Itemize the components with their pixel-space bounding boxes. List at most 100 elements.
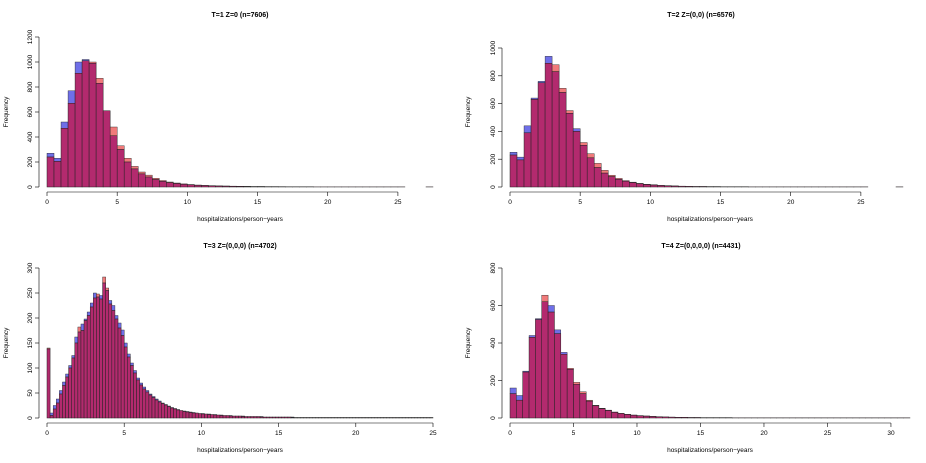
- bar-overlap: [210, 414, 215, 419]
- bar-overlap: [191, 412, 196, 419]
- y-tick-label: 0: [27, 185, 34, 189]
- bar-overlap: [392, 417, 397, 419]
- bar-series-2: [558, 88, 567, 93]
- bar-series-1: [80, 323, 85, 331]
- bar-overlap: [420, 417, 424, 419]
- bar-overlap: [287, 416, 292, 419]
- bar-series-1: [74, 336, 79, 344]
- bar-series-1: [74, 61, 83, 74]
- bar-overlap: [173, 408, 177, 419]
- bar-series-2: [109, 126, 118, 136]
- bar-overlap: [148, 394, 153, 419]
- bar-overlap: [67, 103, 76, 188]
- x-tick-label: 15: [697, 430, 705, 437]
- bar-series-1: [516, 395, 523, 401]
- histogram-panel-2: T=2 Z=(0,0) (n=6576) 0 5 10 15 20 25 0 200 400 600…: [465, 12, 904, 223]
- y-axis-label: Frequency: [3, 327, 10, 358]
- bar-series-2: [77, 326, 82, 333]
- bar-overlap: [374, 417, 378, 419]
- bar-overlap: [53, 161, 62, 188]
- bar-overlap: [243, 186, 251, 188]
- y-tick-label: 250: [27, 287, 34, 298]
- bar-series-2: [95, 78, 104, 84]
- bar-overlap: [105, 290, 110, 419]
- bar-overlap: [157, 401, 162, 419]
- bar-overlap: [74, 73, 83, 188]
- bar-overlap: [83, 320, 88, 419]
- x-axis-label: hospitalizations/person−years: [197, 216, 284, 223]
- bar-overlap: [145, 391, 150, 419]
- y-tick-label: 200: [490, 375, 497, 386]
- bar-overlap: [327, 417, 332, 419]
- bar-overlap: [176, 409, 181, 419]
- bar-overlap: [547, 311, 555, 419]
- bar-overlap: [404, 417, 409, 419]
- bar-overlap: [167, 406, 171, 419]
- bar-overlap: [364, 417, 369, 419]
- bar-overlap: [321, 417, 326, 419]
- bar-overlap: [592, 405, 600, 419]
- bar-series-1: [117, 322, 122, 329]
- bar-overlap: [337, 417, 341, 419]
- bar-overlap: [668, 416, 676, 419]
- bar-overlap: [244, 416, 248, 419]
- bar-series-1: [90, 302, 94, 308]
- y-tick-label: 800: [27, 81, 34, 92]
- bar-overlap: [535, 319, 542, 419]
- bar-overlap: [59, 393, 63, 419]
- bar-overlap: [49, 415, 54, 419]
- bar-series-1: [509, 152, 518, 156]
- bar-series-1: [544, 56, 553, 64]
- bar-overlap: [250, 416, 255, 419]
- x-axis-label: hospitalizations/person−years: [667, 447, 754, 454]
- y-tick-label: 200: [27, 156, 34, 167]
- bar-overlap: [678, 185, 686, 188]
- bar-overlap: [99, 298, 103, 419]
- bar-series-2: [594, 163, 602, 168]
- bar-overlap: [139, 384, 143, 419]
- bar-overlap: [622, 180, 630, 188]
- bar-overlap: [377, 417, 381, 419]
- bar-overlap: [573, 384, 581, 419]
- bar-overlap: [88, 63, 97, 188]
- bar-overlap: [108, 303, 113, 419]
- bar-overlap: [256, 416, 261, 419]
- bar-overlap: [692, 186, 700, 188]
- bar-overlap: [429, 417, 434, 419]
- bar-series-1: [114, 315, 119, 320]
- bar-overlap: [649, 416, 657, 419]
- bar-overlap: [383, 417, 387, 419]
- bar-overlap: [95, 83, 104, 188]
- bar-overlap: [46, 348, 51, 419]
- bar-series-1: [572, 128, 581, 132]
- bar-overlap: [201, 185, 209, 188]
- bar-overlap: [272, 416, 276, 419]
- bar-overlap: [133, 372, 137, 419]
- bar-overlap: [523, 132, 532, 188]
- bar-series-2: [116, 145, 125, 150]
- bar-series-1: [560, 352, 568, 355]
- bar-series-1: [547, 305, 555, 313]
- bar-series-2: [601, 170, 609, 174]
- bar-overlap: [123, 161, 132, 188]
- bar-overlap: [355, 417, 360, 419]
- bar-overlap: [80, 330, 85, 419]
- bar-overlap: [358, 417, 363, 419]
- bar-overlap: [123, 346, 128, 419]
- bar-overlap: [699, 186, 707, 188]
- bar-series-1: [516, 156, 525, 161]
- y-tick-label: 1000: [490, 40, 497, 55]
- bar-overlap: [201, 413, 205, 419]
- bar-overlap: [253, 416, 258, 419]
- bar-overlap: [164, 404, 168, 419]
- bar-overlap: [290, 417, 295, 419]
- x-tick-label: 30: [887, 430, 895, 437]
- bar-series-1: [49, 412, 54, 416]
- x-tick-label: 15: [254, 199, 262, 206]
- x-tick-label: 20: [760, 430, 768, 437]
- bar-overlap: [259, 416, 264, 419]
- bar-series-1: [93, 292, 97, 299]
- bar-overlap: [650, 184, 658, 188]
- bar-overlap: [229, 186, 237, 188]
- bar-series-2: [579, 391, 587, 394]
